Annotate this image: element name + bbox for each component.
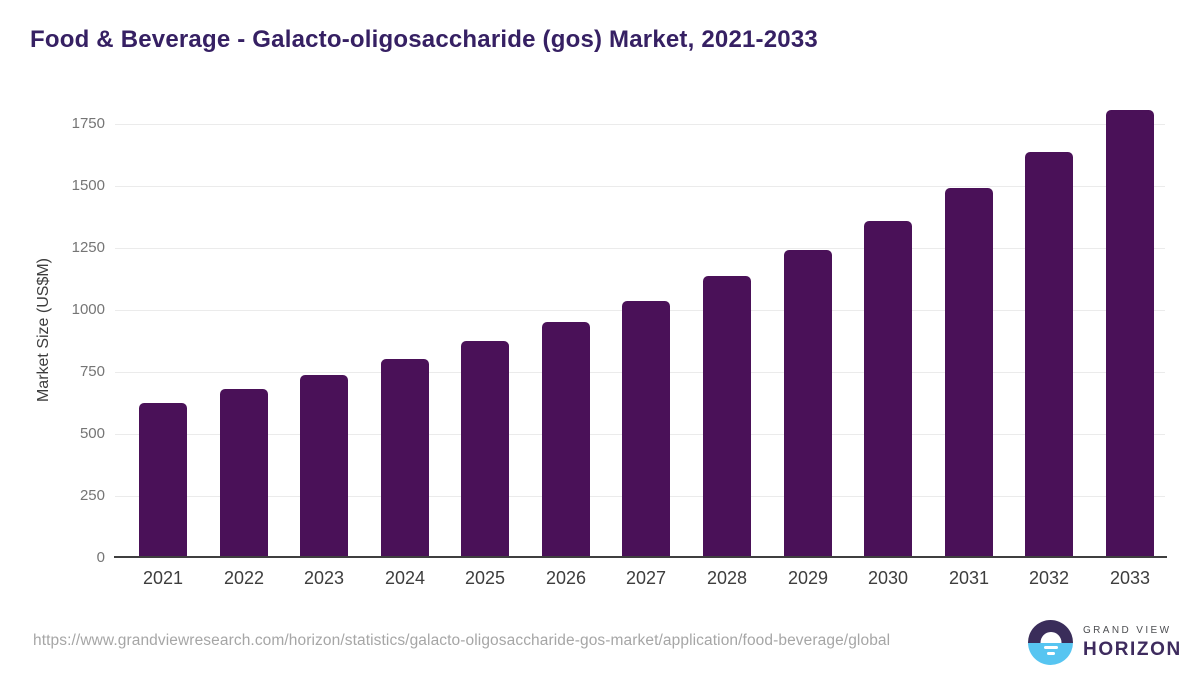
y-axis-tick-label: 0 [96,549,105,566]
bar-2031 [945,188,993,556]
x-axis-tick-label: 2021 [142,568,184,588]
y-axis-tick-label: 250 [79,487,105,504]
bar-2025 [461,341,509,556]
bar-2033 [1106,110,1154,556]
horizon-sun-icon [1028,620,1073,665]
gridline [115,186,1165,187]
y-axis-tick-label: 1250 [71,239,105,256]
x-axis-tick-label: 2022 [223,568,265,588]
y-axis-tick-label: 500 [79,425,105,442]
x-axis-tick-label: 2029 [787,568,829,588]
x-axis-tick-label: 2026 [545,568,587,588]
x-axis-tick-label: 2024 [384,568,426,588]
x-axis-tick-label: 2031 [948,568,990,588]
brand-name-top: GRAND VIEW [1083,624,1172,636]
x-axis-tick-label: 2030 [867,568,909,588]
brand-name-bottom: HORIZON [1083,638,1182,660]
bar-2024 [381,359,429,556]
gridline [115,248,1165,249]
gridline [115,124,1165,125]
y-axis-tick-label: 1000 [71,301,105,318]
bar-2030 [864,221,912,556]
bar-2022 [220,389,268,556]
x-axis-tick-label: 2025 [464,568,506,588]
x-axis-tick-label: 2032 [1028,568,1070,588]
bar-2028 [703,276,751,556]
bar-2029 [784,250,832,556]
brand-name: GRAND VIEW HORIZON [1083,625,1182,661]
horizon-icon-reflection [1043,645,1058,649]
bar-2027 [622,301,670,556]
y-axis-tick-label: 1500 [71,177,105,194]
bar-2032 [1025,152,1073,556]
horizon-icon-sky [1028,620,1073,643]
x-axis-tick-label: 2033 [1109,568,1151,588]
y-axis-tick-label: 750 [79,363,105,380]
chart-title: Food & Beverage - Galacto-oligosaccharid… [30,26,818,53]
x-axis-tick-label: 2027 [625,568,667,588]
x-axis-tick-label: 2023 [303,568,345,588]
brand-logo: GRAND VIEW HORIZON [1028,620,1182,665]
x-axis-line [114,556,1167,558]
horizon-icon-reflection [1046,651,1055,655]
y-axis-tick-label: 1750 [71,115,105,132]
bar-2023 [300,375,348,556]
x-axis-tick-label: 2028 [706,568,748,588]
bar-2021 [139,403,187,556]
bar-chart: 0 250 500 750 1000 1250 1500 1750 2021 2022 2023 20… [0,98,1200,598]
source-url: https://www.grandviewresearch.com/horizo… [33,632,891,649]
bar-2026 [542,322,590,556]
horizon-icon-sun [1040,631,1061,643]
